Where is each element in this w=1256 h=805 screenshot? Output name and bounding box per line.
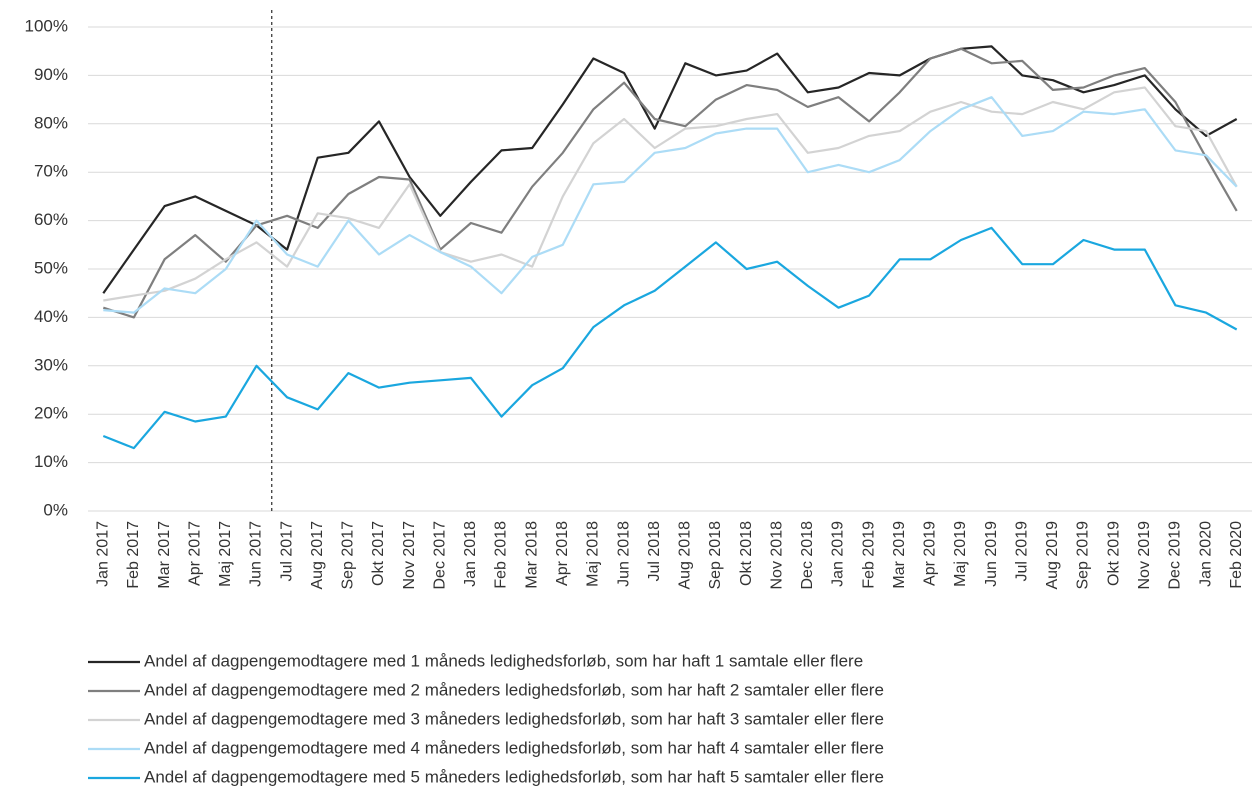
x-tick-label: Jun 2018 bbox=[615, 521, 632, 587]
y-tick-label: 70% bbox=[34, 162, 68, 181]
x-tick-label: Maj 2018 bbox=[585, 521, 602, 587]
x-tick-label: Nov 2017 bbox=[401, 521, 418, 590]
x-tick-label: Jan 2017 bbox=[95, 521, 112, 587]
x-tick-label: Apr 2017 bbox=[186, 521, 203, 586]
x-tick-label: Sep 2018 bbox=[707, 521, 724, 590]
x-tick-label: Aug 2019 bbox=[1044, 521, 1061, 590]
series-line bbox=[102, 226, 1238, 450]
legend-label: Andel af dagpengemodtagere med 1 måneds … bbox=[144, 651, 863, 670]
x-tick-label: Jun 2019 bbox=[983, 521, 1000, 587]
x-tick-label: Okt 2017 bbox=[370, 521, 387, 586]
x-tick-label: Maj 2017 bbox=[217, 521, 234, 587]
series-line bbox=[102, 45, 1238, 294]
x-tick-label: Maj 2019 bbox=[952, 521, 969, 587]
x-tick-label: Feb 2017 bbox=[125, 521, 142, 589]
x-tick-label: Nov 2018 bbox=[768, 521, 785, 590]
legend-label: Andel af dagpengemodtagere med 2 måneder… bbox=[144, 680, 884, 699]
x-tick-label: Jul 2019 bbox=[1013, 521, 1030, 582]
x-tick-label: Mar 2018 bbox=[523, 521, 540, 589]
x-tick-label: Okt 2019 bbox=[1105, 521, 1122, 586]
series-line bbox=[103, 86, 1238, 302]
x-tick-label: Mar 2019 bbox=[891, 521, 908, 589]
y-tick-label: 40% bbox=[34, 307, 68, 326]
x-tick-label: Nov 2019 bbox=[1136, 521, 1153, 590]
x-tick-label: Feb 2019 bbox=[860, 521, 877, 589]
y-tick-label: 30% bbox=[34, 355, 68, 374]
y-tick-label: 100% bbox=[25, 16, 68, 35]
x-tick-label: Aug 2018 bbox=[677, 521, 694, 590]
y-tick-label: 50% bbox=[34, 258, 68, 277]
legend-label: Andel af dagpengemodtagere med 5 måneder… bbox=[144, 767, 884, 786]
x-tick-label: Okt 2018 bbox=[738, 521, 755, 586]
y-tick-label: 60% bbox=[34, 210, 68, 229]
x-tick-label: Apr 2019 bbox=[922, 521, 939, 586]
legend-label: Andel af dagpengemodtagere med 3 måneder… bbox=[144, 709, 884, 728]
x-tick-label: Apr 2018 bbox=[554, 521, 571, 586]
x-tick-label: Mar 2017 bbox=[156, 521, 173, 589]
x-tick-label: Dec 2019 bbox=[1167, 521, 1184, 590]
y-tick-label: 90% bbox=[34, 65, 68, 84]
x-tick-label: Feb 2020 bbox=[1228, 521, 1245, 589]
y-tick-label: 80% bbox=[34, 113, 68, 132]
legend-label: Andel af dagpengemodtagere med 4 måneder… bbox=[144, 738, 884, 757]
x-tick-label: Jun 2017 bbox=[248, 521, 265, 587]
x-tick-label: Jul 2017 bbox=[278, 521, 295, 582]
x-tick-label: Dec 2017 bbox=[431, 521, 448, 590]
x-tick-label: Jul 2018 bbox=[646, 521, 663, 582]
x-tick-label: Sep 2019 bbox=[1075, 521, 1092, 590]
x-tick-label: Sep 2017 bbox=[340, 521, 357, 590]
x-tick-label: Jan 2019 bbox=[830, 521, 847, 587]
series-line bbox=[102, 47, 1238, 319]
x-tick-label: Aug 2017 bbox=[309, 521, 326, 590]
y-tick-label: 0% bbox=[43, 500, 68, 519]
y-tick-label: 20% bbox=[34, 404, 68, 423]
x-tick-label: Jan 2018 bbox=[462, 521, 479, 587]
series-line bbox=[103, 96, 1238, 314]
y-tick-label: 10% bbox=[34, 452, 68, 471]
x-tick-label: Jan 2020 bbox=[1197, 521, 1214, 587]
x-tick-label: Dec 2018 bbox=[799, 521, 816, 590]
x-tick-label: Feb 2018 bbox=[493, 521, 510, 589]
